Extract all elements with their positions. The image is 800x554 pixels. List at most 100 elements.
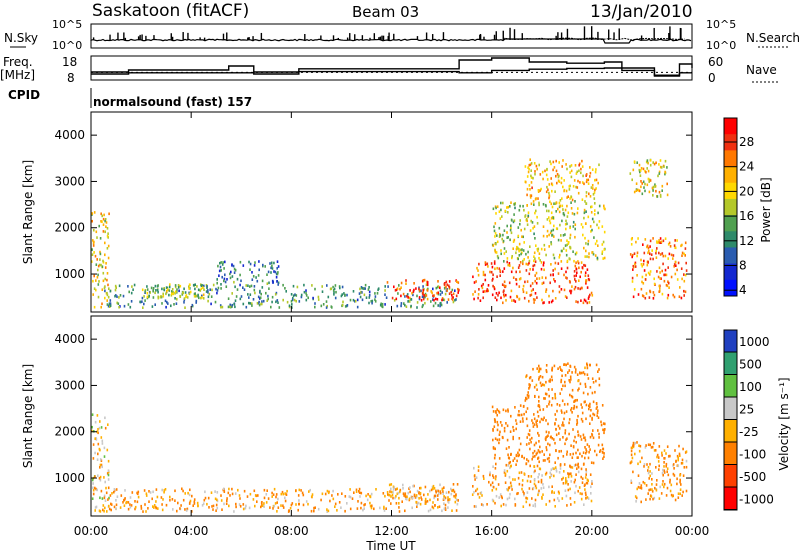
power-cell (571, 285, 573, 288)
velocity-cell (344, 509, 346, 513)
velocity-cell (577, 379, 579, 383)
power-cell (559, 223, 561, 227)
velocity-cell (568, 432, 570, 436)
power-cell (633, 190, 636, 194)
power-cell (552, 253, 555, 257)
velocity-cell (477, 465, 480, 469)
velocity-cell (555, 428, 557, 431)
power-cell (522, 288, 524, 291)
power-cell (591, 184, 594, 187)
power-cell (255, 276, 257, 279)
power-cell (197, 293, 199, 297)
power-cell (106, 303, 109, 306)
power-cell (270, 271, 272, 274)
power-cell (522, 262, 524, 266)
velocity-cell (494, 420, 496, 424)
power-cell (282, 298, 284, 302)
velocity-cell (537, 480, 540, 484)
velocity-cell (577, 489, 579, 493)
velocity-cell (527, 432, 530, 436)
power-cell (333, 290, 335, 294)
power-cell (259, 289, 261, 293)
power-cell (166, 290, 168, 293)
velocity-cell (645, 498, 647, 501)
velocity-cell (454, 496, 457, 499)
velocity-cell (573, 404, 576, 408)
power-cell (368, 286, 370, 289)
velocity-cell (634, 441, 636, 445)
power-cell (91, 253, 94, 256)
power-cell (574, 278, 576, 281)
velocity-cell (538, 400, 540, 403)
power-cell (534, 274, 536, 277)
power-cell (423, 294, 425, 297)
velocity-cell (242, 507, 245, 511)
velocity-cell (229, 494, 231, 497)
velocity-cell (562, 424, 565, 427)
power-cell (100, 263, 102, 267)
power-cell (637, 188, 639, 192)
power-cell (550, 202, 553, 206)
power-cell (644, 278, 647, 281)
power-cell (576, 186, 579, 189)
power-cell (583, 263, 585, 267)
velocity-cell (545, 448, 548, 452)
velocity-cell (639, 460, 642, 464)
power-cell (104, 289, 106, 293)
power-cell (221, 275, 223, 279)
velocity-cell (193, 500, 196, 504)
power-cell (456, 280, 458, 283)
velocity-cell (584, 488, 586, 491)
velocity-cell (643, 482, 646, 485)
power-cell (387, 285, 389, 288)
power-cell (517, 247, 519, 250)
velocity-cell (548, 460, 551, 463)
power-cell (418, 287, 420, 291)
velocity-cell (307, 502, 309, 506)
velocity-cell (580, 475, 582, 479)
power-cell (368, 290, 371, 294)
velocity-cell (570, 503, 572, 506)
velocity-cell (569, 375, 572, 379)
power-cell (159, 295, 162, 299)
velocity-cell (598, 368, 600, 371)
velocity-cell (580, 467, 583, 471)
power-cell (96, 236, 98, 239)
velocity-cell (665, 452, 667, 455)
velocity-colorbar-tick-label: 500 (739, 358, 762, 372)
power-cell (445, 286, 447, 289)
power-cell (537, 197, 539, 200)
velocity-cell (475, 505, 477, 508)
power-cell (448, 284, 450, 288)
power-cell (93, 251, 95, 254)
power-cell (590, 186, 593, 189)
power-cell (494, 267, 496, 271)
power-cell (494, 249, 496, 253)
velocity-cell (358, 487, 361, 491)
velocity-cell (416, 489, 419, 493)
power-cell (430, 290, 432, 293)
power-cell (554, 190, 556, 193)
power-cell (489, 270, 491, 274)
velocity-cell (370, 506, 373, 510)
power-cell (344, 293, 346, 297)
velocity-cell (565, 480, 568, 484)
velocity-cell (575, 451, 577, 455)
power-cell (229, 276, 232, 280)
power-cell (276, 260, 279, 263)
velocity-cell (536, 388, 538, 391)
power-cell (528, 163, 531, 167)
power-cell (650, 253, 653, 256)
velocity-cell (669, 454, 671, 458)
power-cell (573, 259, 575, 263)
power-cell (495, 292, 498, 295)
velocity-cell (104, 499, 107, 502)
power-cell (300, 293, 303, 297)
velocity-cell (239, 505, 242, 508)
power-cell (295, 299, 297, 303)
velocity-cell (582, 371, 585, 374)
power-cell (547, 188, 549, 192)
velocity-cell (365, 494, 367, 498)
velocity-cell (527, 396, 530, 399)
